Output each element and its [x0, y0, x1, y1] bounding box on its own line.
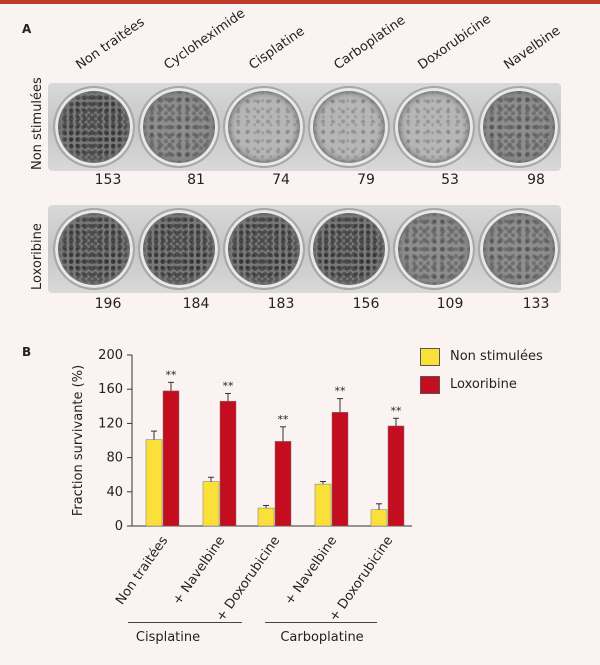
bar-loxoribine [162, 390, 180, 527]
significance-annotation: ** [166, 368, 178, 381]
bar-loxoribine [219, 400, 237, 527]
plate-row-non-stimulees [48, 83, 561, 171]
significance-annotation: ** [278, 413, 290, 426]
group-label-cisplatine: Cisplatine [135, 630, 201, 645]
colony-count: 53 [441, 172, 459, 188]
colony-count: 98 [527, 172, 545, 188]
colony-count: 81 [187, 172, 205, 188]
y-tick-label: 120 [98, 416, 123, 431]
significance-annotation: ** [391, 404, 403, 417]
legend-label-non-stimulees: Non stimulées [450, 349, 543, 364]
colony-count: 109 [436, 296, 464, 312]
y-tick-label: 0 [115, 519, 123, 534]
bar-non-stimulees [257, 507, 275, 527]
plate-row-loxoribine [48, 205, 561, 293]
y-tick-label: 40 [106, 485, 123, 500]
panel-b-letter: B [22, 345, 32, 359]
legend-label-loxoribine: Loxoribine [450, 377, 517, 392]
x-category-label: + Navelbine [170, 534, 228, 608]
significance-annotation: ** [335, 385, 347, 398]
top-accent-bar [0, 0, 600, 4]
bar-non-stimulees [202, 481, 220, 527]
colony-count: 156 [352, 296, 380, 312]
y-tick-label: 200 [98, 348, 123, 363]
colony-count: 183 [267, 296, 295, 312]
culture-dish [138, 208, 220, 290]
y-tick-label: 80 [106, 451, 123, 466]
legend-swatch-non-stimulees [420, 348, 440, 366]
group-label-carboplatine: Carboplatine [280, 630, 364, 645]
bar-loxoribine [274, 441, 292, 527]
colony-count: 184 [182, 296, 210, 312]
x-category-label: + Doxorubicine [326, 534, 396, 625]
culture-dish [223, 208, 305, 290]
culture-dish [478, 86, 560, 168]
bar-loxoribine [331, 412, 349, 527]
group-line-carboplatine [265, 622, 377, 623]
y-axis-label: Fraction survivante (%) [71, 365, 86, 516]
panel-a-letter: A [22, 22, 32, 36]
bar-non-stimulees [145, 439, 163, 527]
colony-count: 74 [272, 172, 290, 188]
culture-dish [478, 208, 560, 290]
legend-swatch-loxoribine [420, 376, 440, 394]
culture-dish [393, 86, 475, 168]
culture-dish [53, 208, 135, 290]
culture-dish [223, 86, 305, 168]
colony-count: 79 [357, 172, 375, 188]
colony-count: 153 [94, 172, 122, 188]
colony-count: 133 [522, 296, 550, 312]
culture-dish [138, 86, 220, 168]
bar-non-stimulees [370, 509, 388, 527]
y-tick-label: 160 [98, 382, 123, 397]
significance-annotation: ** [223, 379, 235, 392]
culture-dish [308, 86, 390, 168]
culture-dish [53, 86, 135, 168]
culture-dish [393, 208, 475, 290]
x-category-label: + Navelbine [282, 534, 340, 608]
colony-count: 196 [94, 296, 122, 312]
x-category-label: Non traitées [113, 534, 171, 608]
group-line-cisplatine [128, 622, 242, 623]
culture-dish [308, 208, 390, 290]
bar-non-stimulees [314, 483, 332, 527]
bar-loxoribine [387, 425, 405, 527]
